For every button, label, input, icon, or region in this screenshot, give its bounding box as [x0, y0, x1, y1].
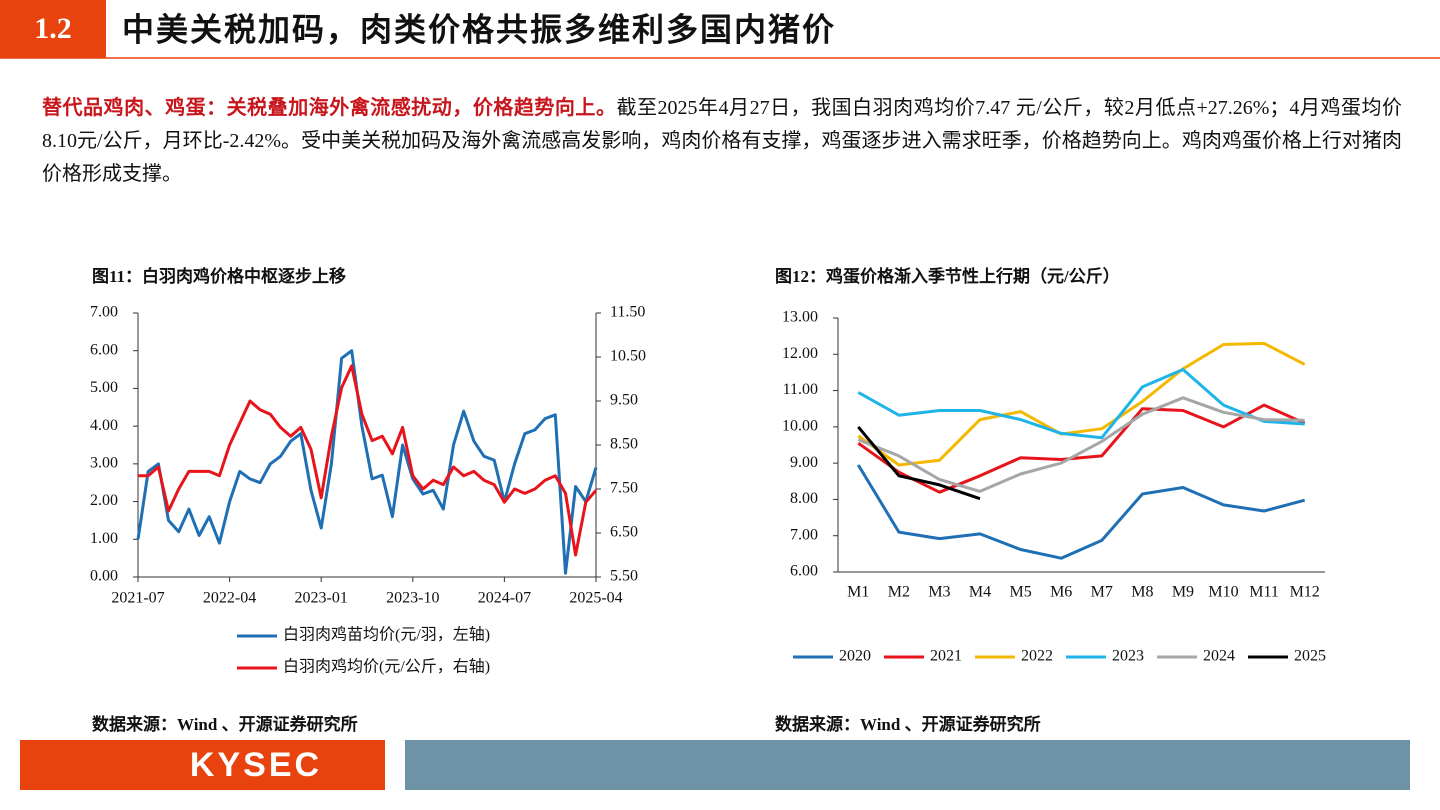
section-badge — [0, 0, 106, 58]
chart-source: 数据来源：Wind 、开源证券研究所 — [92, 714, 358, 734]
footer-logo-box — [20, 740, 385, 790]
y2-tick-label: 8.50 — [610, 436, 638, 453]
x-tick-label: 2021-07 — [111, 590, 164, 607]
paragraph: 替代品鸡肉、鸡蛋：关税叠加海外禽流感扰动，价格趋势向上。截至2025年4月27日… — [42, 92, 1402, 191]
y-tick-label: 0.00 — [90, 568, 118, 585]
chart-title: 图11：白羽肉鸡价格中枢逐步上移 — [92, 266, 346, 286]
y-tick-label: 13.00 — [782, 309, 818, 326]
legend-label: 2022 — [1021, 648, 1053, 665]
chart-source: 数据来源：Wind 、开源证券研究所 — [775, 714, 1041, 734]
y-tick-label: 2.00 — [90, 492, 118, 509]
y-tick-label: 6.00 — [790, 563, 818, 580]
y2-tick-label: 6.50 — [610, 524, 638, 541]
y2-tick-label: 5.50 — [610, 568, 638, 585]
legend-label: 白羽肉鸡均价(元/公斤，右轴) — [283, 658, 490, 676]
legend-label: 2023 — [1112, 648, 1144, 665]
x-tick-label: 2022-04 — [203, 590, 256, 607]
y-tick-label: 12.00 — [782, 345, 818, 362]
legend-label: 2020 — [839, 648, 871, 665]
y-tick-label: 5.00 — [90, 379, 118, 396]
legend-label: 2024 — [1203, 648, 1235, 665]
x-tick-label: M2 — [888, 584, 910, 601]
y-tick-label: 7.00 — [90, 304, 118, 321]
y-tick-label: 9.00 — [790, 454, 818, 471]
x-tick-label: M12 — [1290, 584, 1320, 601]
x-tick-label: 2025-04 — [569, 590, 622, 607]
x-tick-label: M6 — [1050, 584, 1072, 601]
series-line — [857, 464, 1306, 560]
x-tick-label: 2023-10 — [386, 590, 439, 607]
y-tick-label: 11.00 — [783, 381, 818, 398]
series-line — [136, 349, 598, 575]
x-tick-label: 2023-01 — [295, 590, 348, 607]
x-tick-label: M7 — [1091, 584, 1113, 601]
series-line — [857, 403, 1306, 494]
x-tick-label: M5 — [1010, 584, 1032, 601]
x-tick-label: M8 — [1131, 584, 1153, 601]
series-line — [138, 364, 598, 557]
x-tick-label: M11 — [1249, 584, 1279, 601]
y2-tick-label: 7.50 — [610, 480, 638, 497]
y2-tick-label: 10.50 — [610, 348, 646, 365]
y2-tick-label: 11.50 — [610, 304, 645, 321]
y-tick-label: 10.00 — [782, 418, 818, 435]
slide-title: 中美关税加码，肉类价格共振多维利多国内猪价 — [122, 11, 836, 47]
x-tick-label: M4 — [969, 584, 991, 601]
footer-logo: KYSEC — [190, 746, 322, 784]
series-line — [857, 368, 1305, 440]
section-number: 1.2 — [34, 12, 72, 45]
paragraph-lead: 替代品鸡肉、鸡蛋：关税叠加海外禽流感扰动，价格趋势向上。 — [42, 97, 617, 119]
y-tick-label: 4.00 — [90, 417, 118, 434]
legend-label: 2021 — [930, 648, 962, 665]
series-line — [857, 425, 981, 501]
legend-label: 白羽肉鸡苗均价(元/羽，左轴) — [283, 626, 490, 644]
series-line — [857, 396, 1305, 493]
x-tick-label: 2024-07 — [478, 590, 531, 607]
chart-title: 图12：鸡蛋价格渐入季节性上行期（元/公斤） — [775, 266, 1120, 286]
y-tick-label: 8.00 — [790, 490, 818, 507]
y2-tick-label: 9.50 — [610, 392, 638, 409]
y-tick-label: 6.00 — [90, 341, 118, 358]
x-tick-label: M1 — [847, 584, 869, 601]
y-tick-label: 1.00 — [90, 530, 118, 547]
footer-bar — [405, 740, 1410, 790]
x-tick-label: M3 — [928, 584, 950, 601]
paragraph-body: 截至2025年4月27日，我国白羽肉鸡均价7.47 元/公斤，较2月低点+27.… — [42, 97, 1403, 185]
x-tick-label: M9 — [1172, 584, 1194, 601]
series-line — [857, 341, 1306, 467]
x-tick-label: M10 — [1208, 584, 1238, 601]
y-tick-label: 7.00 — [790, 526, 818, 543]
y-tick-label: 3.00 — [90, 455, 118, 472]
legend-label: 2025 — [1294, 648, 1326, 665]
